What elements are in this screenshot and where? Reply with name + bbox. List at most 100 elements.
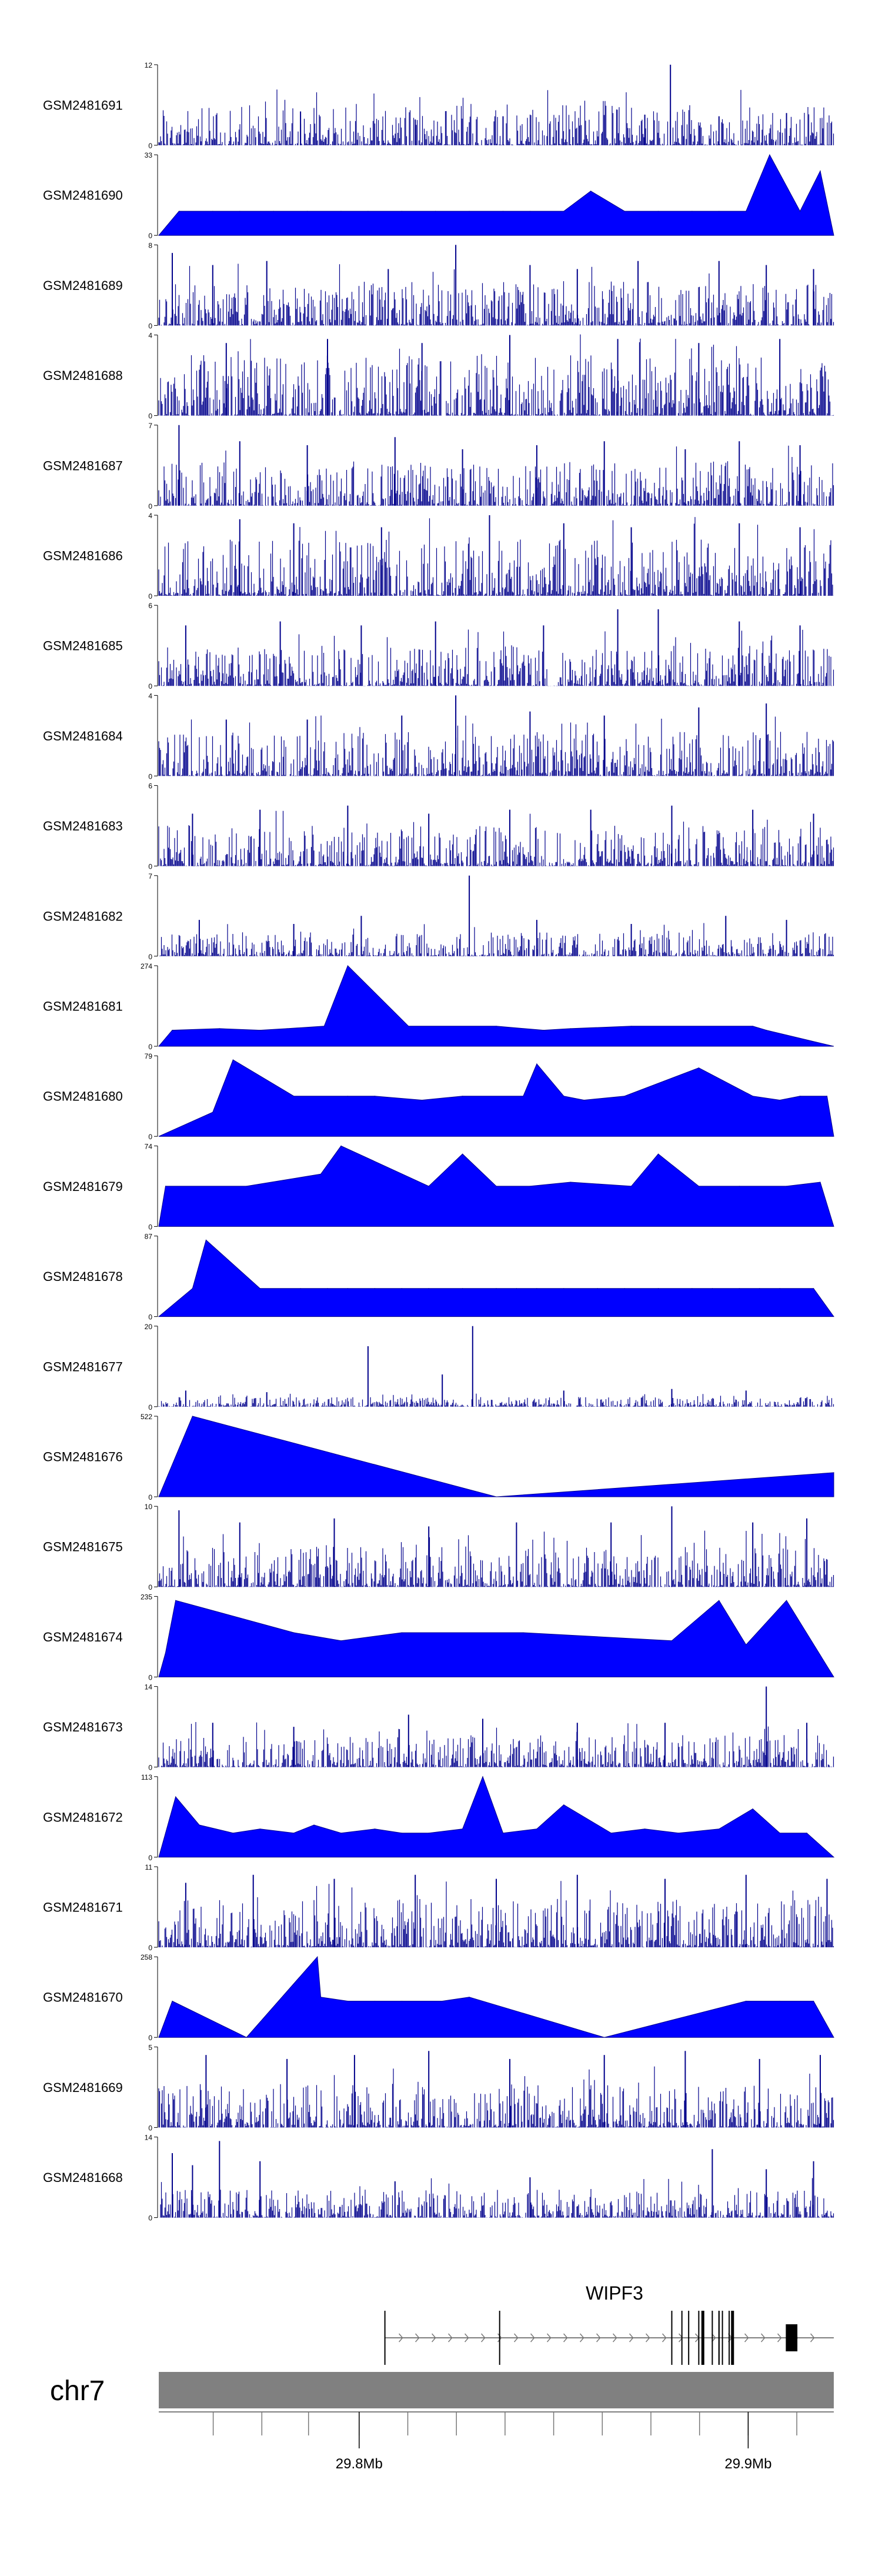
gene-exon: [729, 2311, 730, 2365]
coverage-peak-point: [536, 1288, 537, 1289]
y-axis-max-label: 20: [145, 1323, 153, 1331]
y-axis-max-label: 33: [145, 151, 153, 159]
coverage-area: [158, 1776, 835, 1858]
track-sample-label: GSM2481670: [43, 1990, 123, 2005]
y-axis-max-label: 522: [141, 1413, 152, 1421]
coverage-peak-point: [691, 211, 693, 212]
track-GSM2481675: GSM2481675 10 0: [43, 1503, 834, 1591]
y-axis-zero-label: 0: [148, 1223, 152, 1231]
track-GSM2481690: GSM2481690 33 0: [43, 151, 834, 240]
coverage-peak-point: [273, 211, 274, 212]
track-GSM2481687: GSM2481687 7 0: [43, 422, 834, 510]
coverage-area: [158, 1239, 834, 1317]
track-sample-label: GSM2481668: [43, 2170, 123, 2185]
track-GSM2481677: GSM2481677 20 0: [43, 1323, 834, 1412]
coverage-peak-point: [293, 1632, 295, 1633]
coverage-peak-point: [597, 1288, 598, 1289]
coverage-signal: [158, 1393, 834, 1407]
strand-arrow-icon: [432, 2333, 436, 2343]
coverage-peak-point: [212, 211, 213, 212]
track-GSM2481678: GSM2481678 87 0: [43, 1233, 834, 1322]
track-GSM2481676: GSM2481676 522 0: [43, 1413, 834, 1501]
coverage-peak-point: [435, 211, 436, 212]
coverage-signal: [158, 517, 834, 596]
y-axis-max-label: 6: [148, 602, 152, 610]
gene-exon: [789, 2324, 798, 2351]
coverage-area: [158, 1416, 834, 1497]
coverage-signal: [158, 89, 834, 145]
track-sample-label: GSM2481669: [43, 2080, 123, 2095]
gene-exon: [499, 2311, 500, 2365]
track-sample-label: GSM2481675: [43, 1540, 123, 1554]
coverage-peak-point: [192, 1288, 193, 1289]
coverage-peak-point: [212, 1112, 213, 1113]
y-axis-zero-label: 0: [148, 1673, 152, 1681]
y-axis-max-label: 6: [148, 782, 152, 790]
track-sample-label: GSM2481689: [43, 278, 123, 293]
coverage-signal: [158, 263, 834, 326]
coverage-peak-point: [327, 1288, 328, 1289]
gene-exon: [688, 2311, 690, 2365]
y-axis-max-label: 79: [145, 1052, 153, 1060]
genome-axis: 29.8Mb 29.9Mb: [159, 2411, 834, 2472]
coverage-peak-point: [307, 211, 308, 212]
track-GSM2481674: GSM2481674 235 0: [43, 1593, 834, 1681]
coverage-peak-point: [469, 211, 470, 212]
genome-axis-label: 29.9Mb: [724, 2456, 771, 2472]
gene-exon: [718, 2311, 720, 2365]
track-GSM2481683: GSM2481683 6 0: [43, 782, 834, 871]
coverage-peak-point: [219, 1028, 220, 1029]
coverage-signal: [158, 1722, 834, 1767]
coverage-signal: [158, 2066, 834, 2128]
chromosome-ideogram: chr7: [50, 2372, 834, 2408]
coverage-peak-point: [563, 1288, 564, 1289]
track-GSM2481670: GSM2481670 258 0: [43, 1953, 834, 2042]
coverage-peak-point: [624, 1288, 625, 1289]
gene-exon: [711, 2311, 713, 2365]
y-axis-zero-label: 0: [148, 2034, 152, 2042]
track-sample-label: GSM2481683: [43, 819, 123, 833]
y-axis-zero-label: 0: [148, 772, 152, 780]
y-axis-zero-label: 0: [148, 592, 152, 600]
track-sample-label: GSM2481691: [43, 98, 123, 113]
strand-arrow-icon: [761, 2333, 766, 2343]
coverage-peak-point: [246, 2037, 247, 2038]
y-axis-zero-label: 0: [148, 1133, 152, 1141]
chromosome-band: [159, 2372, 834, 2408]
gene-exon: [731, 2311, 734, 2365]
track-GSM2481668: GSM2481668 14 0: [43, 2134, 834, 2223]
y-axis-zero-label: 0: [148, 1764, 152, 1772]
y-axis-zero-label: 0: [148, 863, 152, 871]
coverage-tracks: GSM2481691120GSM2481690330GSM248168980GS…: [43, 61, 835, 2223]
coverage-peak-point: [175, 1600, 176, 1601]
track-GSM2481669: GSM2481669 5 0: [43, 2043, 834, 2132]
coverage-peak-point: [759, 1288, 760, 1289]
coverage-peak-point: [813, 1288, 814, 1289]
gene-exon: [384, 2311, 386, 2365]
strand-arrow-icon: [497, 2333, 502, 2343]
gene-exon: [698, 2311, 700, 2365]
y-axis-zero-label: 0: [148, 1583, 152, 1591]
track-sample-label: GSM2481676: [43, 1450, 123, 1464]
strand-arrow-icon: [399, 2333, 403, 2343]
y-axis-max-label: 258: [141, 1953, 152, 1961]
y-axis-max-label: 7: [148, 422, 152, 430]
gene-exon: [671, 2311, 673, 2365]
coverage-peak-point: [516, 1288, 517, 1289]
coverage-signal: [158, 445, 834, 506]
y-axis-max-label: 274: [141, 962, 152, 970]
y-axis-max-label: 5: [148, 2043, 152, 2051]
coverage-peak-point: [286, 1028, 288, 1029]
gene-exon: [721, 2311, 723, 2365]
y-axis-max-label: 4: [148, 332, 152, 340]
coverage-peak-point: [786, 1600, 787, 1601]
coverage-area: [158, 965, 834, 1047]
coverage-signal: [158, 1530, 834, 1587]
y-axis-zero-label: 0: [148, 2214, 152, 2223]
track-sample-label: GSM2481679: [43, 1179, 123, 1194]
track-sample-label: GSM2481688: [43, 368, 123, 383]
chromosome-label: chr7: [50, 2375, 105, 2407]
strand-arrow-icon: [662, 2333, 667, 2343]
strand-arrow-icon: [415, 2333, 420, 2343]
